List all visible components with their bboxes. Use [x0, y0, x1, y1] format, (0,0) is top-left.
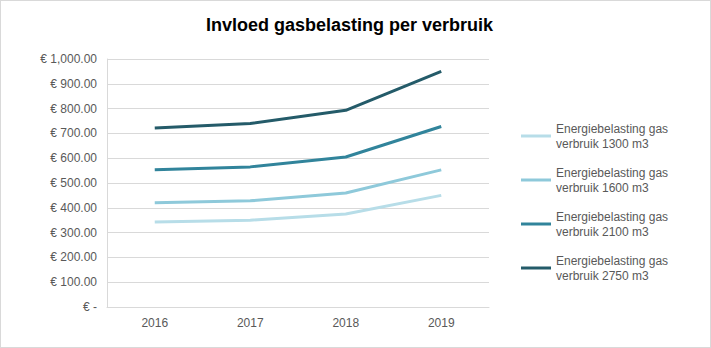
svg-text:€ 700.00: € 700.00 — [50, 126, 97, 140]
svg-text:2017: 2017 — [237, 316, 264, 330]
svg-text:€ 500.00: € 500.00 — [50, 176, 97, 190]
svg-text:Energiebelasting gas: Energiebelasting gas — [556, 166, 671, 180]
svg-text:Energiebelasting gas: Energiebelasting gas — [556, 210, 671, 224]
svg-text:€ 100.00: € 100.00 — [50, 275, 97, 289]
svg-text:verbruik 1600 m3: verbruik 1600 m3 — [556, 181, 649, 195]
svg-text:2018: 2018 — [332, 316, 359, 330]
svg-text:verbruik 2100 m3: verbruik 2100 m3 — [556, 225, 649, 239]
svg-text:verbruik 2750 m3: verbruik 2750 m3 — [556, 269, 649, 283]
svg-text:€ 300.00: € 300.00 — [50, 226, 97, 240]
svg-text:Energiebelasting gas: Energiebelasting gas — [556, 122, 671, 136]
svg-text:Invloed gasbelasting per verbr: Invloed gasbelasting per verbruik — [206, 15, 494, 35]
svg-text:€ 400.00: € 400.00 — [50, 201, 97, 215]
svg-text:€ 900.00: € 900.00 — [50, 77, 97, 91]
svg-text:verbruik 1300 m3: verbruik 1300 m3 — [556, 137, 649, 151]
svg-text:Energiebelasting gas: Energiebelasting gas — [556, 254, 671, 268]
svg-text:€ 800.00: € 800.00 — [50, 102, 97, 116]
svg-text:€ 200.00: € 200.00 — [50, 250, 97, 264]
svg-text:2019: 2019 — [428, 316, 455, 330]
svg-text:€ 1,000.00: € 1,000.00 — [40, 52, 97, 66]
svg-text:€ -: € - — [83, 300, 97, 314]
svg-text:2016: 2016 — [141, 316, 168, 330]
svg-text:€ 600.00: € 600.00 — [50, 151, 97, 165]
